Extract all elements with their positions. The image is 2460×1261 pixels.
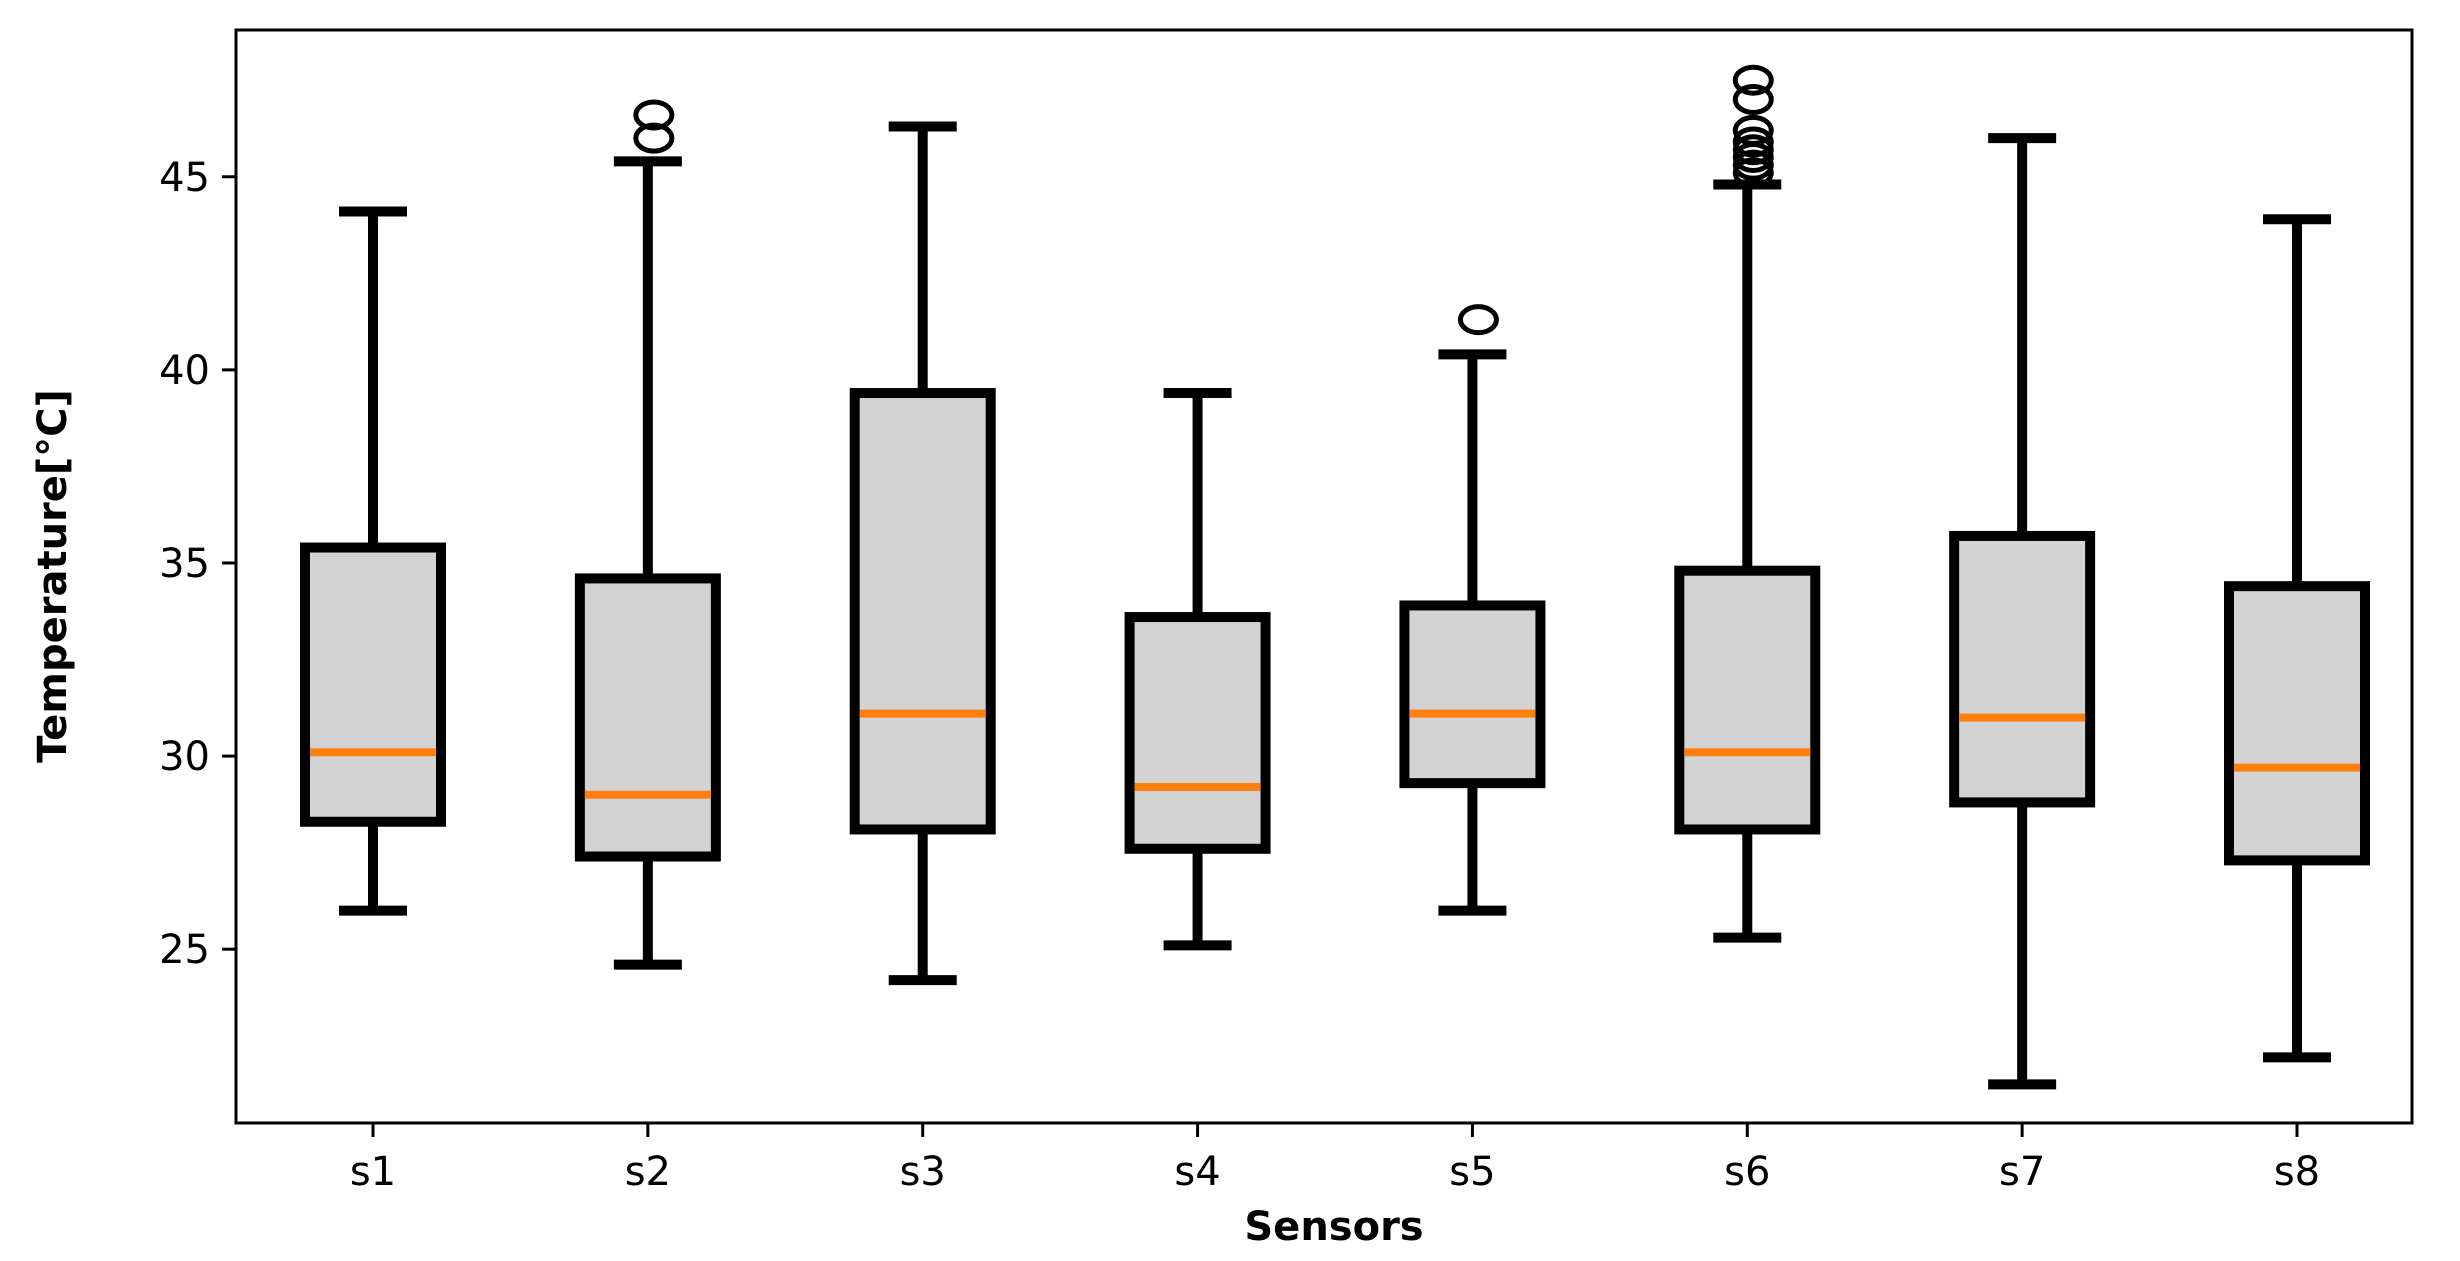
x-tick-label-s4: s4 — [1174, 1149, 1220, 1195]
box-body — [2224, 581, 2370, 866]
outlier-point — [633, 122, 675, 154]
box-s6 — [1674, 64, 1821, 943]
y-tick-label: 30 — [159, 734, 210, 780]
boxes-layer — [300, 64, 2370, 1090]
y-tick-label: 35 — [159, 541, 210, 587]
box-body — [1124, 612, 1271, 854]
box-body — [849, 388, 996, 835]
y-axis: 25 30 35 40 45 — [159, 155, 236, 973]
box-s8 — [2224, 214, 2370, 1063]
outlier-point — [1732, 84, 1774, 116]
outlier-point — [1732, 134, 1774, 166]
outlier-point — [1732, 64, 1774, 96]
x-axis-label: Sensors — [1244, 1204, 1423, 1250]
x-tick-label-s3: s3 — [900, 1149, 946, 1195]
outlier-point — [1732, 157, 1774, 189]
outlier-point — [1732, 149, 1774, 181]
box-s5 — [1399, 304, 1546, 916]
x-tick-label-s5: s5 — [1449, 1149, 1495, 1195]
outlier-point — [633, 99, 675, 131]
outlier-point — [1732, 126, 1774, 158]
y-tick-label: 40 — [159, 348, 210, 394]
box-s1 — [300, 206, 446, 916]
x-tick-label-s7: s7 — [1999, 1149, 2045, 1195]
box-s3 — [849, 121, 996, 986]
box-body — [1949, 530, 2096, 808]
box-s4 — [1124, 388, 1271, 951]
outlier-point — [1732, 114, 1774, 146]
outlier-point — [1457, 304, 1499, 336]
plot-area-frame — [234, 28, 2414, 1125]
box-body — [574, 573, 721, 862]
box-s7 — [1949, 133, 2096, 1090]
box-body — [300, 542, 446, 827]
box-s2 — [574, 99, 721, 970]
x-tick-label-s2: s2 — [625, 1149, 671, 1195]
box-body — [1399, 600, 1546, 789]
x-axis: s1 s2 s3 s4 s5 s6 s7 s8 — [350, 1123, 2320, 1195]
y-tick-label: 45 — [159, 155, 210, 201]
box-body — [1674, 565, 1821, 835]
x-tick-label-s6: s6 — [1724, 1149, 1770, 1195]
y-axis-label: Temperature[°C] — [30, 389, 76, 763]
x-tick-label-s8: s8 — [2274, 1149, 2320, 1195]
y-tick-label: 25 — [159, 927, 210, 973]
x-tick-label-s1: s1 — [350, 1149, 396, 1195]
